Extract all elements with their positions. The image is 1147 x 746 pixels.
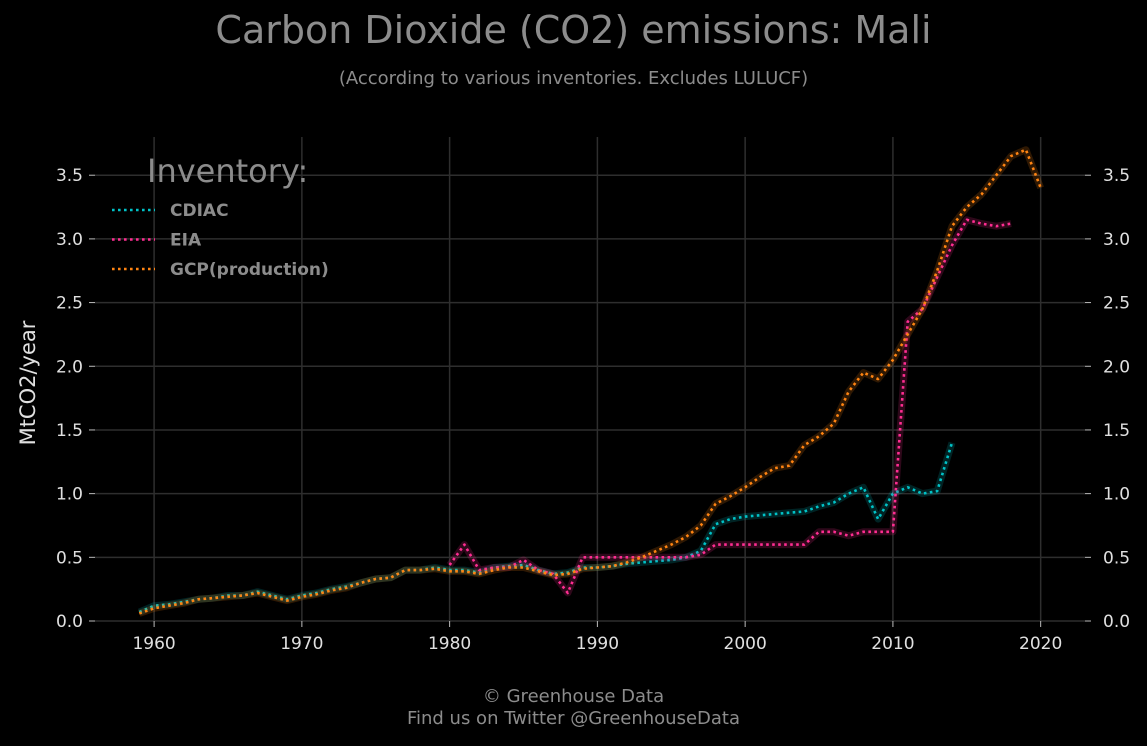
legend-label: EIA (170, 231, 202, 251)
chart-subtitle: (According to various inventories. Exclu… (338, 68, 809, 89)
twitter-credit: Find us on Twitter @GreenhouseData (406, 708, 741, 729)
x-tick-label: 2000 (724, 634, 767, 654)
y-tick-label-right: 1.0 (1103, 485, 1130, 505)
axes: 0.0 0.0 0.5 0.5 1.0 1.0 1.5 1.5 2.0 2.0 2.5 2.5 3.0 3… (56, 166, 1130, 654)
series-line-eia (448, 218, 1012, 595)
y-tick-label-right: 2.5 (1103, 294, 1130, 314)
legend-title: Inventory: (147, 152, 308, 190)
series-glow-gcp-production (138, 146, 1044, 617)
x-tick-label: 2020 (1019, 634, 1062, 654)
y-tick-label-left: 3.0 (56, 230, 83, 250)
legend: Inventory: CDIAC EIA GCP(production) (112, 152, 329, 280)
x-tick-label: 1970 (280, 634, 323, 654)
y-tick-label-left: 3.5 (56, 166, 83, 186)
y-tick-label-left: 1.0 (56, 485, 83, 505)
y-tick-label-left: 2.5 (56, 294, 83, 314)
grid-lines (95, 137, 1085, 622)
y-tick-label-right: 2.0 (1103, 357, 1130, 377)
y-tick-label-right: 0.5 (1103, 548, 1130, 568)
y-tick-label-right: 1.5 (1103, 421, 1130, 441)
series-line-cdiac (138, 442, 954, 614)
series-glow-cdiac (137, 441, 956, 616)
y-tick-label-right: 3.5 (1103, 166, 1130, 186)
x-tick-label: 1980 (428, 634, 471, 654)
y-axis-label: MtCO2/year (16, 320, 40, 445)
y-tick-label-right: 3.0 (1103, 230, 1130, 250)
y-tick-label-left: 1.5 (56, 421, 83, 441)
x-tick-label: 2010 (871, 634, 914, 654)
y-tick-label-right: 0.0 (1103, 612, 1130, 632)
y-tick-label-left: 0.0 (56, 612, 83, 632)
x-tick-label: 1990 (576, 634, 619, 654)
series-layer (137, 146, 1044, 617)
chart-title: Carbon Dioxide (CO2) emissions: Mali (215, 8, 932, 52)
legend-label: CDIAC (170, 201, 229, 221)
y-tick-label-left: 0.5 (56, 548, 83, 568)
y-tick-label-left: 2.0 (56, 357, 83, 377)
series-glow-eia (446, 216, 1012, 597)
legend-label: GCP(production) (170, 260, 329, 280)
x-tick-label: 1960 (132, 634, 175, 654)
copyright-text: © Greenhouse Data (482, 686, 665, 707)
